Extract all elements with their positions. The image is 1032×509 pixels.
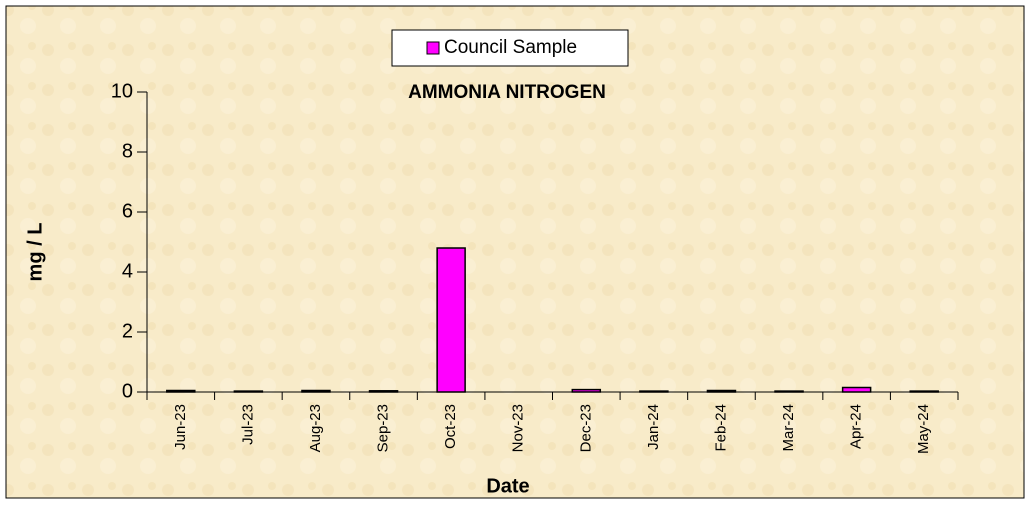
x-tick-label: Jul-23 (239, 404, 256, 445)
legend: Council Sample (391, 29, 629, 67)
x-axis-label: Date (486, 475, 529, 497)
y-tick-label: 2 (122, 320, 133, 342)
chart-background (5, 5, 1025, 499)
x-tick-label: Dec-23 (577, 404, 594, 452)
bar (841, 386, 872, 393)
x-tick-label: Jan-24 (645, 404, 662, 450)
bar (368, 390, 399, 393)
x-tick-label: May-24 (915, 404, 932, 454)
bar (774, 390, 804, 393)
chart-title: AMMONIA NITROGEN (408, 82, 606, 103)
bar (706, 389, 737, 393)
x-tick-label: Oct-23 (442, 404, 459, 449)
y-tick-label: 6 (122, 200, 133, 222)
x-tick-label: Jun-23 (172, 404, 189, 450)
bar (166, 389, 196, 393)
x-tick-label: Feb-24 (712, 404, 729, 452)
x-tick-label: Apr-24 (848, 404, 865, 449)
bar (909, 390, 939, 393)
x-tick-label: Aug-23 (307, 404, 324, 452)
x-tick-label: Mar-24 (780, 404, 797, 452)
x-tick-label: Sep-23 (375, 404, 392, 452)
y-tick-label: 0 (122, 380, 133, 402)
bar (639, 390, 669, 393)
bar (436, 247, 466, 393)
bar (571, 388, 602, 393)
bar (233, 390, 264, 393)
legend-swatch (426, 41, 440, 55)
legend-label: Council Sample (444, 37, 577, 58)
y-axis-label: mg / L (24, 223, 46, 282)
x-tick-label: Nov-23 (510, 404, 527, 452)
y-tick-label: 4 (122, 260, 133, 282)
y-tick-label: 8 (122, 140, 133, 162)
y-tick-label: 10 (111, 80, 133, 102)
bar (301, 389, 331, 393)
